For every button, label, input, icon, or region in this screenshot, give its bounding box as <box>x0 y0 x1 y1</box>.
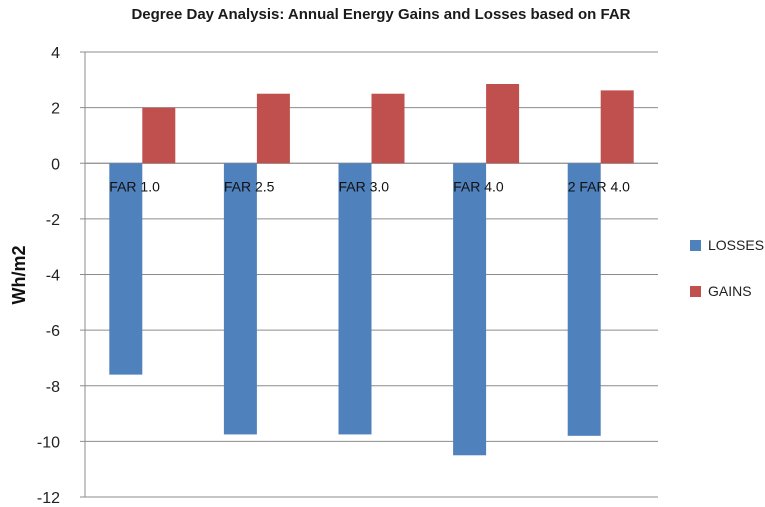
y-tick-label: 0 <box>51 156 60 173</box>
bars <box>109 83 634 456</box>
bar-losses-1 <box>109 163 143 375</box>
y-tick-label: -8 <box>46 379 60 396</box>
category-labels: FAR 1.0 FAR 2.5 FAR 3.0 FAR 4.0 2 FAR 4.0 <box>109 178 630 194</box>
category-label: FAR 4.0 <box>453 178 504 194</box>
y-tick-label: -6 <box>46 323 60 340</box>
bar-gains-2 <box>256 93 290 164</box>
category-label: FAR 3.0 <box>339 178 390 194</box>
y-tick-label: -12 <box>37 490 60 507</box>
y-tick-labels: 4 2 0 -2 -4 -6 -8 -10 -12 <box>37 45 60 507</box>
y-tick-label: 4 <box>51 45 60 62</box>
bar-gains-4 <box>486 83 520 164</box>
category-label: FAR 2.5 <box>224 178 275 194</box>
chart-title: Degree Day Analysis: Annual Energy Gains… <box>131 6 630 23</box>
bar-losses-4 <box>453 163 487 456</box>
y-tick-label: -2 <box>46 212 60 229</box>
legend-swatch-losses <box>690 240 701 251</box>
legend-swatch-gains <box>690 286 701 297</box>
legend-label-losses: LOSSES <box>708 237 764 253</box>
bar-losses-3 <box>338 163 372 435</box>
legend-label-gains: GAINS <box>708 283 752 299</box>
legend: LOSSES GAINS <box>690 237 764 299</box>
y-axis-label: Wh/m2 <box>9 245 29 304</box>
bar-gains-3 <box>371 93 405 164</box>
bar-gains-5 <box>600 90 634 164</box>
bar-gains-1 <box>142 107 176 164</box>
bar-losses-2 <box>223 163 257 435</box>
y-tick-label: -4 <box>46 268 60 285</box>
y-tick-label: 2 <box>51 101 60 118</box>
y-tick-label: -10 <box>37 434 60 451</box>
bar-losses-5 <box>567 163 601 436</box>
category-label: FAR 1.0 <box>109 178 160 194</box>
category-label: 2 FAR 4.0 <box>568 178 630 194</box>
